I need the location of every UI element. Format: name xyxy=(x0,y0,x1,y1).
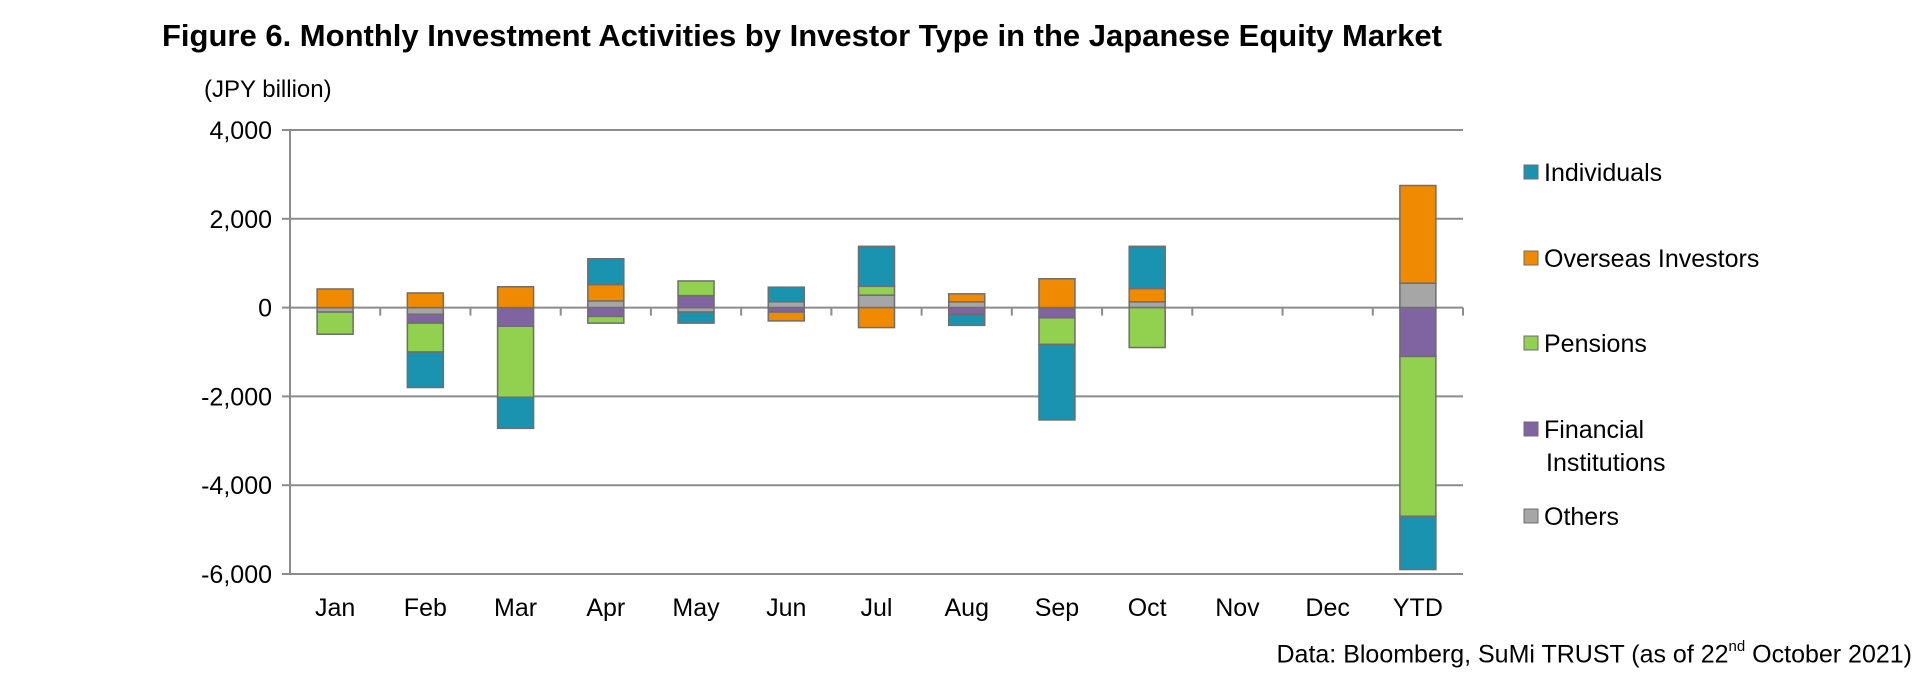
legend: Individuals Overseas Investors Pensions Fin… xyxy=(1523,159,1759,531)
legend-label-line: Individuals xyxy=(1544,159,1662,187)
y-axis-unit-label: (JPY billion) xyxy=(204,76,332,103)
source-suffix: October 2021) xyxy=(1745,640,1912,669)
legend-swatch-others xyxy=(1523,508,1539,524)
legend-label-line: Institutions xyxy=(1546,449,1666,477)
bar-segment-overseas-investors xyxy=(1128,287,1166,303)
legend-label-overseas-investors: Overseas Investors xyxy=(1544,245,1759,273)
legend-label-line: Others xyxy=(1544,503,1619,531)
bar-segment-financial-institutions xyxy=(1399,306,1437,358)
y-tick-label: 4,000 xyxy=(209,117,272,145)
y-tick-label: 0 xyxy=(258,295,272,323)
bar-segment-individuals xyxy=(406,351,445,389)
x-tick-label: Jun xyxy=(766,594,806,622)
x-tick-label: YTD xyxy=(1393,594,1443,622)
bar-segment-individuals xyxy=(1038,343,1076,421)
bar-segment-others xyxy=(587,300,625,309)
bar-segment-others xyxy=(1128,301,1166,309)
bar-segment-others xyxy=(406,306,445,316)
bar-segment-individuals xyxy=(857,245,896,288)
bar-segment-overseas-investors xyxy=(496,285,535,309)
bar-segment-others xyxy=(947,301,986,309)
bar-segment-overseas-investors xyxy=(1038,277,1076,309)
x-tick-label: May xyxy=(672,594,720,622)
bar-segment-financial-institutions xyxy=(406,313,445,324)
legend-label-individuals: Individuals xyxy=(1544,159,1662,187)
legend-label-line: Overseas Investors xyxy=(1544,245,1759,273)
x-tick-label: Oct xyxy=(1128,594,1167,622)
x-tick-label: Sep xyxy=(1035,594,1079,622)
bar-segment-overseas-investors xyxy=(1399,184,1437,284)
legend-label-financial-institutions: Financial Institutions xyxy=(1544,416,1666,477)
bar-segment-individuals xyxy=(587,258,625,286)
y-tick-label: 2,000 xyxy=(209,206,272,234)
bar-segment-individuals xyxy=(677,311,715,324)
legend-label-line: Pensions xyxy=(1544,330,1647,358)
x-tick-label: Apr xyxy=(586,594,625,622)
bar-segment-others xyxy=(1399,282,1437,309)
gridlines xyxy=(290,129,1463,575)
legend-swatch-overseas-investors xyxy=(1523,250,1539,266)
bar-segment-individuals xyxy=(1399,515,1437,571)
bar-segment-pensions xyxy=(1128,306,1166,349)
legend-swatch-individuals xyxy=(1523,164,1539,180)
x-tick-label: Feb xyxy=(404,594,447,622)
source-superscript: nd xyxy=(1728,638,1746,655)
bar-segment-individuals xyxy=(947,313,986,327)
bar-segment-overseas-investors xyxy=(857,306,896,329)
x-tick-label: Jan xyxy=(315,594,355,622)
bar-series xyxy=(316,184,1437,571)
bar-segment-pensions xyxy=(677,280,715,297)
bar-segment-pensions xyxy=(1038,317,1076,346)
chart-title: Figure 6. Monthly Investment Activities … xyxy=(162,18,1442,53)
x-tick-label: Nov xyxy=(1215,594,1260,622)
bar-segment-individuals xyxy=(1128,245,1166,290)
legend-swatch-pensions xyxy=(1523,335,1539,351)
legend-label-line: Financial xyxy=(1544,416,1644,444)
y-tick-label: -2,000 xyxy=(201,383,272,411)
bar-segment-pensions xyxy=(496,325,535,399)
bar-segment-financial-institutions xyxy=(947,306,986,316)
bar-segment-pensions xyxy=(1399,355,1437,518)
y-tick-label: -6,000 xyxy=(201,561,272,589)
source-prefix: Data: Bloomberg, SuMi TRUST (as of 22 xyxy=(1276,640,1729,669)
axes: 4,000 2,000 0 -2,000 -4,000 -6,000 Jan Feb Mar Ap… xyxy=(201,117,1464,622)
bar-segment-financial-institutions xyxy=(677,294,715,309)
bar-segment-pensions xyxy=(587,315,625,324)
bar-segment-pensions xyxy=(316,311,354,335)
bar-segment-financial-institutions xyxy=(496,306,535,327)
bar-segment-overseas-investors xyxy=(767,311,806,322)
y-tick-label: -4,000 xyxy=(201,472,272,500)
bar-segment-pensions xyxy=(406,322,445,353)
legend-label-others: Others xyxy=(1544,503,1619,531)
legend-swatch-financial-institutions xyxy=(1523,421,1539,437)
bar-segment-financial-institutions xyxy=(587,306,625,318)
bar-segment-individuals xyxy=(767,286,806,303)
x-tick-label: Dec xyxy=(1305,594,1349,622)
bar-segment-others xyxy=(767,301,806,309)
bar-segment-financial-institutions xyxy=(1038,306,1076,319)
legend-label-pensions: Pensions xyxy=(1544,330,1647,358)
bar-segment-overseas-investors xyxy=(947,293,986,303)
bar-segment-overseas-investors xyxy=(406,292,445,309)
bar-segment-others xyxy=(857,294,896,309)
data-source-note: Data: Bloomberg, SuMi TRUST (as of 22nd … xyxy=(1276,638,1913,669)
bar-segment-individuals xyxy=(496,396,535,430)
bar-segment-pensions xyxy=(857,285,896,296)
x-tick-label: Jul xyxy=(861,594,893,622)
bar-segment-overseas-investors xyxy=(587,283,625,302)
x-tick-label: Aug xyxy=(944,594,988,622)
x-tick-label: Mar xyxy=(494,594,537,622)
bar-segment-overseas-investors xyxy=(316,288,354,309)
